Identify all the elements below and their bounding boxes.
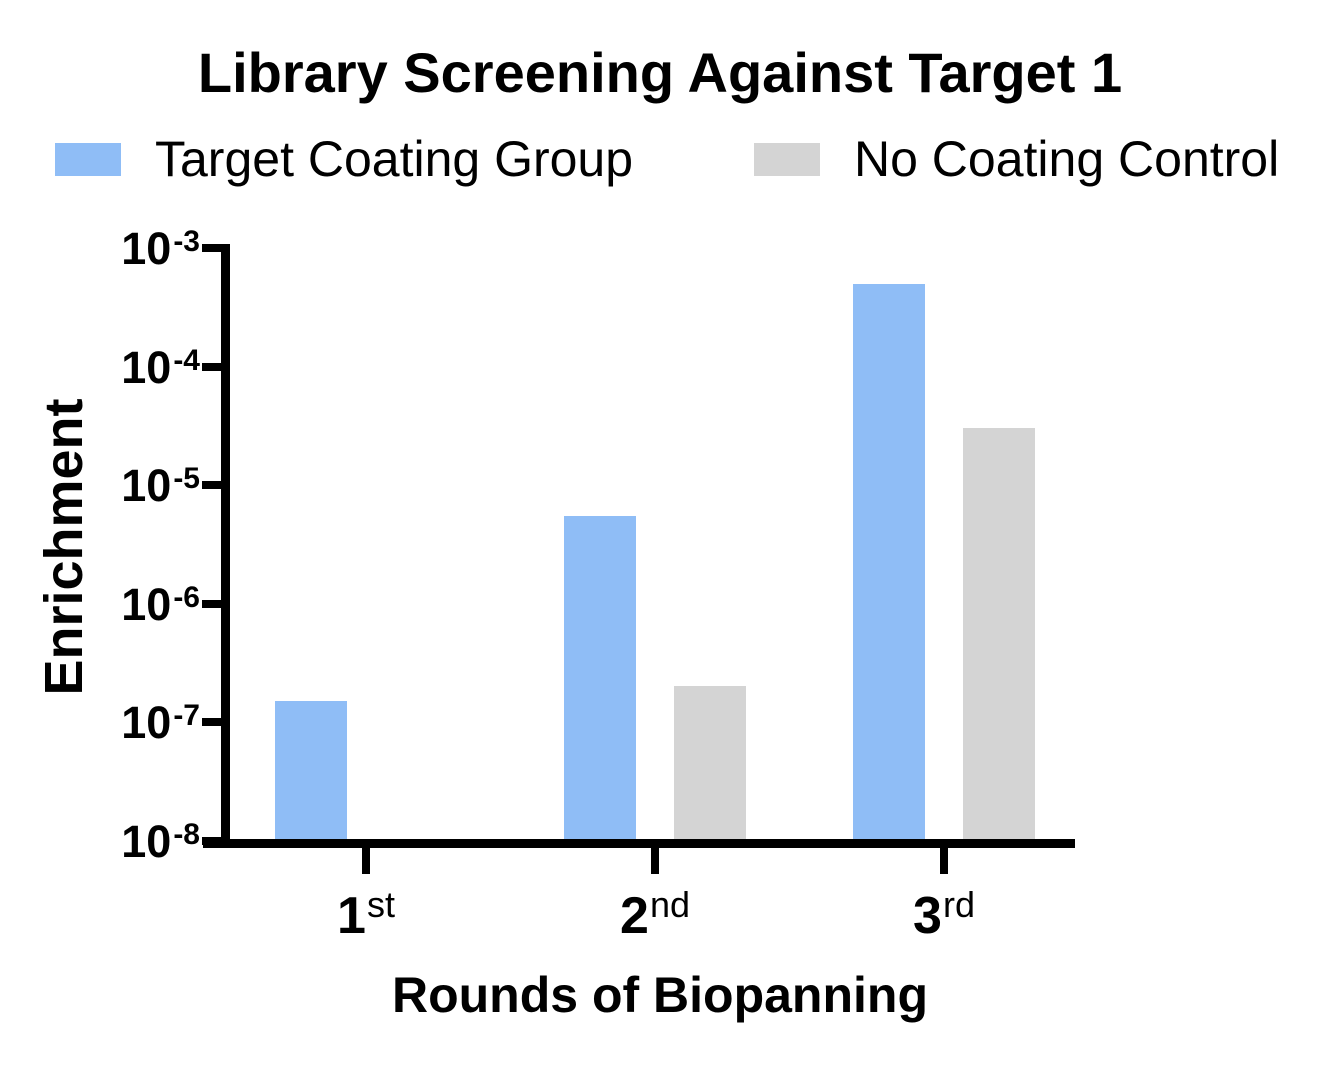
- x-tick-label: 2nd: [620, 884, 690, 947]
- x-tick-number: 2: [620, 887, 649, 945]
- x-tick-mark: [651, 848, 659, 874]
- y-tick-label: 10-3: [50, 223, 200, 277]
- y-tick-mark: [202, 599, 221, 608]
- legend-swatch-no-coating-control: [754, 142, 820, 176]
- bar-no-coating-control-2: [674, 686, 746, 839]
- y-tick-label: 10-4: [50, 341, 200, 396]
- x-tick-label: 3rd: [913, 884, 975, 947]
- chart-title: Library Screening Against Target 1: [197, 41, 1123, 104]
- x-tick-ordinal-suffix: rd: [942, 884, 975, 925]
- x-tick-number: 3: [913, 887, 942, 945]
- x-tick-number: 1: [337, 887, 366, 945]
- legend-label: No Coating Control: [854, 131, 1280, 187]
- bar-target-coating-group-1: [275, 701, 347, 839]
- y-tick-exponent: -4: [173, 343, 200, 377]
- legend-swatch-target-coating-group: [55, 142, 121, 176]
- y-tick-label: 10-6: [50, 578, 200, 633]
- y-tick-base: 10: [121, 697, 172, 748]
- x-axis-title: Rounds of Biopanning: [391, 967, 928, 1023]
- y-tick-label: 10-5: [50, 460, 200, 514]
- y-tick-exponent: -8: [173, 817, 200, 851]
- legend-label: Target Coating Group: [155, 131, 634, 187]
- y-tick-mark: [202, 836, 221, 845]
- y-tick-exponent: -7: [173, 699, 200, 732]
- x-tick-ordinal-suffix: nd: [649, 884, 690, 925]
- y-tick-label: 10-7: [50, 697, 200, 751]
- y-tick-mark: [202, 718, 221, 726]
- y-tick-label: 10-8: [50, 815, 200, 870]
- legend-item: No Coating Control: [754, 131, 1279, 187]
- bar-target-coating-group-2: [564, 515, 636, 839]
- y-axis-line: [221, 244, 230, 848]
- y-tick-exponent: -6: [173, 580, 200, 614]
- y-tick-base: 10: [121, 460, 172, 511]
- y-tick-exponent: -5: [173, 462, 200, 495]
- bar-no-coating-control-3: [963, 428, 1035, 839]
- y-tick-base: 10: [121, 578, 172, 630]
- y-tick-base: 10: [121, 223, 172, 274]
- y-tick-mark: [202, 481, 221, 489]
- y-axis-title: Enrichment: [34, 398, 94, 696]
- x-axis-line: [203, 839, 1075, 848]
- x-tick-mark: [362, 848, 370, 874]
- x-tick-ordinal-suffix: st: [366, 884, 395, 925]
- bar-target-coating-group-3: [853, 283, 925, 839]
- y-tick-mark: [202, 244, 221, 252]
- x-tick-label: 1st: [337, 884, 395, 947]
- y-tick-mark: [202, 362, 221, 371]
- y-tick-base: 10: [121, 341, 172, 393]
- y-tick-base: 10: [121, 815, 172, 867]
- legend-item: Target Coating Group: [55, 131, 633, 187]
- y-tick-exponent: -3: [173, 225, 200, 258]
- x-tick-mark: [940, 848, 948, 874]
